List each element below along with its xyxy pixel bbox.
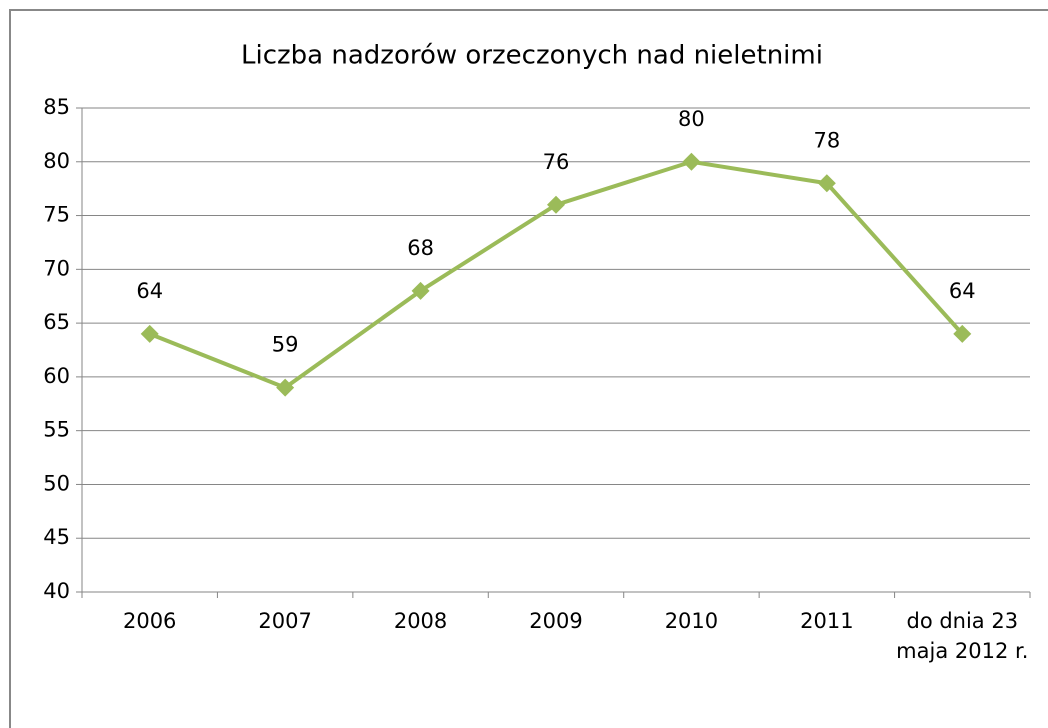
data-label: 59 [272, 333, 299, 357]
x-tick-label: do dnia 23 maja 2012 r. [896, 609, 1029, 663]
data-label: 64 [136, 279, 163, 303]
x-tick-label: 2011 [800, 609, 854, 633]
data-label: 64 [949, 279, 976, 303]
data-marker [276, 378, 295, 397]
y-tick-label: 85 [43, 95, 70, 119]
x-tick-label: 2010 [664, 609, 719, 633]
y-tick-label: 75 [43, 203, 70, 227]
data-marker [953, 324, 972, 343]
data-label: 76 [543, 150, 570, 174]
data-marker [411, 281, 430, 300]
y-tick-label: 70 [43, 256, 70, 280]
data-label: 68 [407, 236, 434, 260]
y-tick-label: 55 [43, 418, 70, 442]
y-tick-label: 80 [43, 149, 70, 173]
y-tick-label: 40 [43, 579, 70, 603]
y-tick-label: 45 [43, 525, 70, 549]
data-marker [547, 195, 565, 214]
x-tick-label: 2009 [529, 609, 583, 633]
data-marker [817, 174, 836, 193]
x-tick-label: 2006 [122, 609, 177, 633]
x-tick-label: 2007 [258, 609, 312, 633]
chart-title: Liczba nadzorów orzeczonych nad nieletni… [241, 41, 823, 71]
data-label: 80 [678, 107, 705, 131]
data-label: 78 [813, 128, 840, 152]
y-tick-label: 60 [43, 364, 70, 388]
y-tick-label: 65 [43, 310, 70, 334]
data-marker [682, 152, 701, 171]
data-marker [140, 324, 159, 343]
x-tick-label: 2008 [393, 609, 448, 633]
chart-border [9, 9, 1048, 728]
y-tick-label: 50 [43, 471, 70, 495]
